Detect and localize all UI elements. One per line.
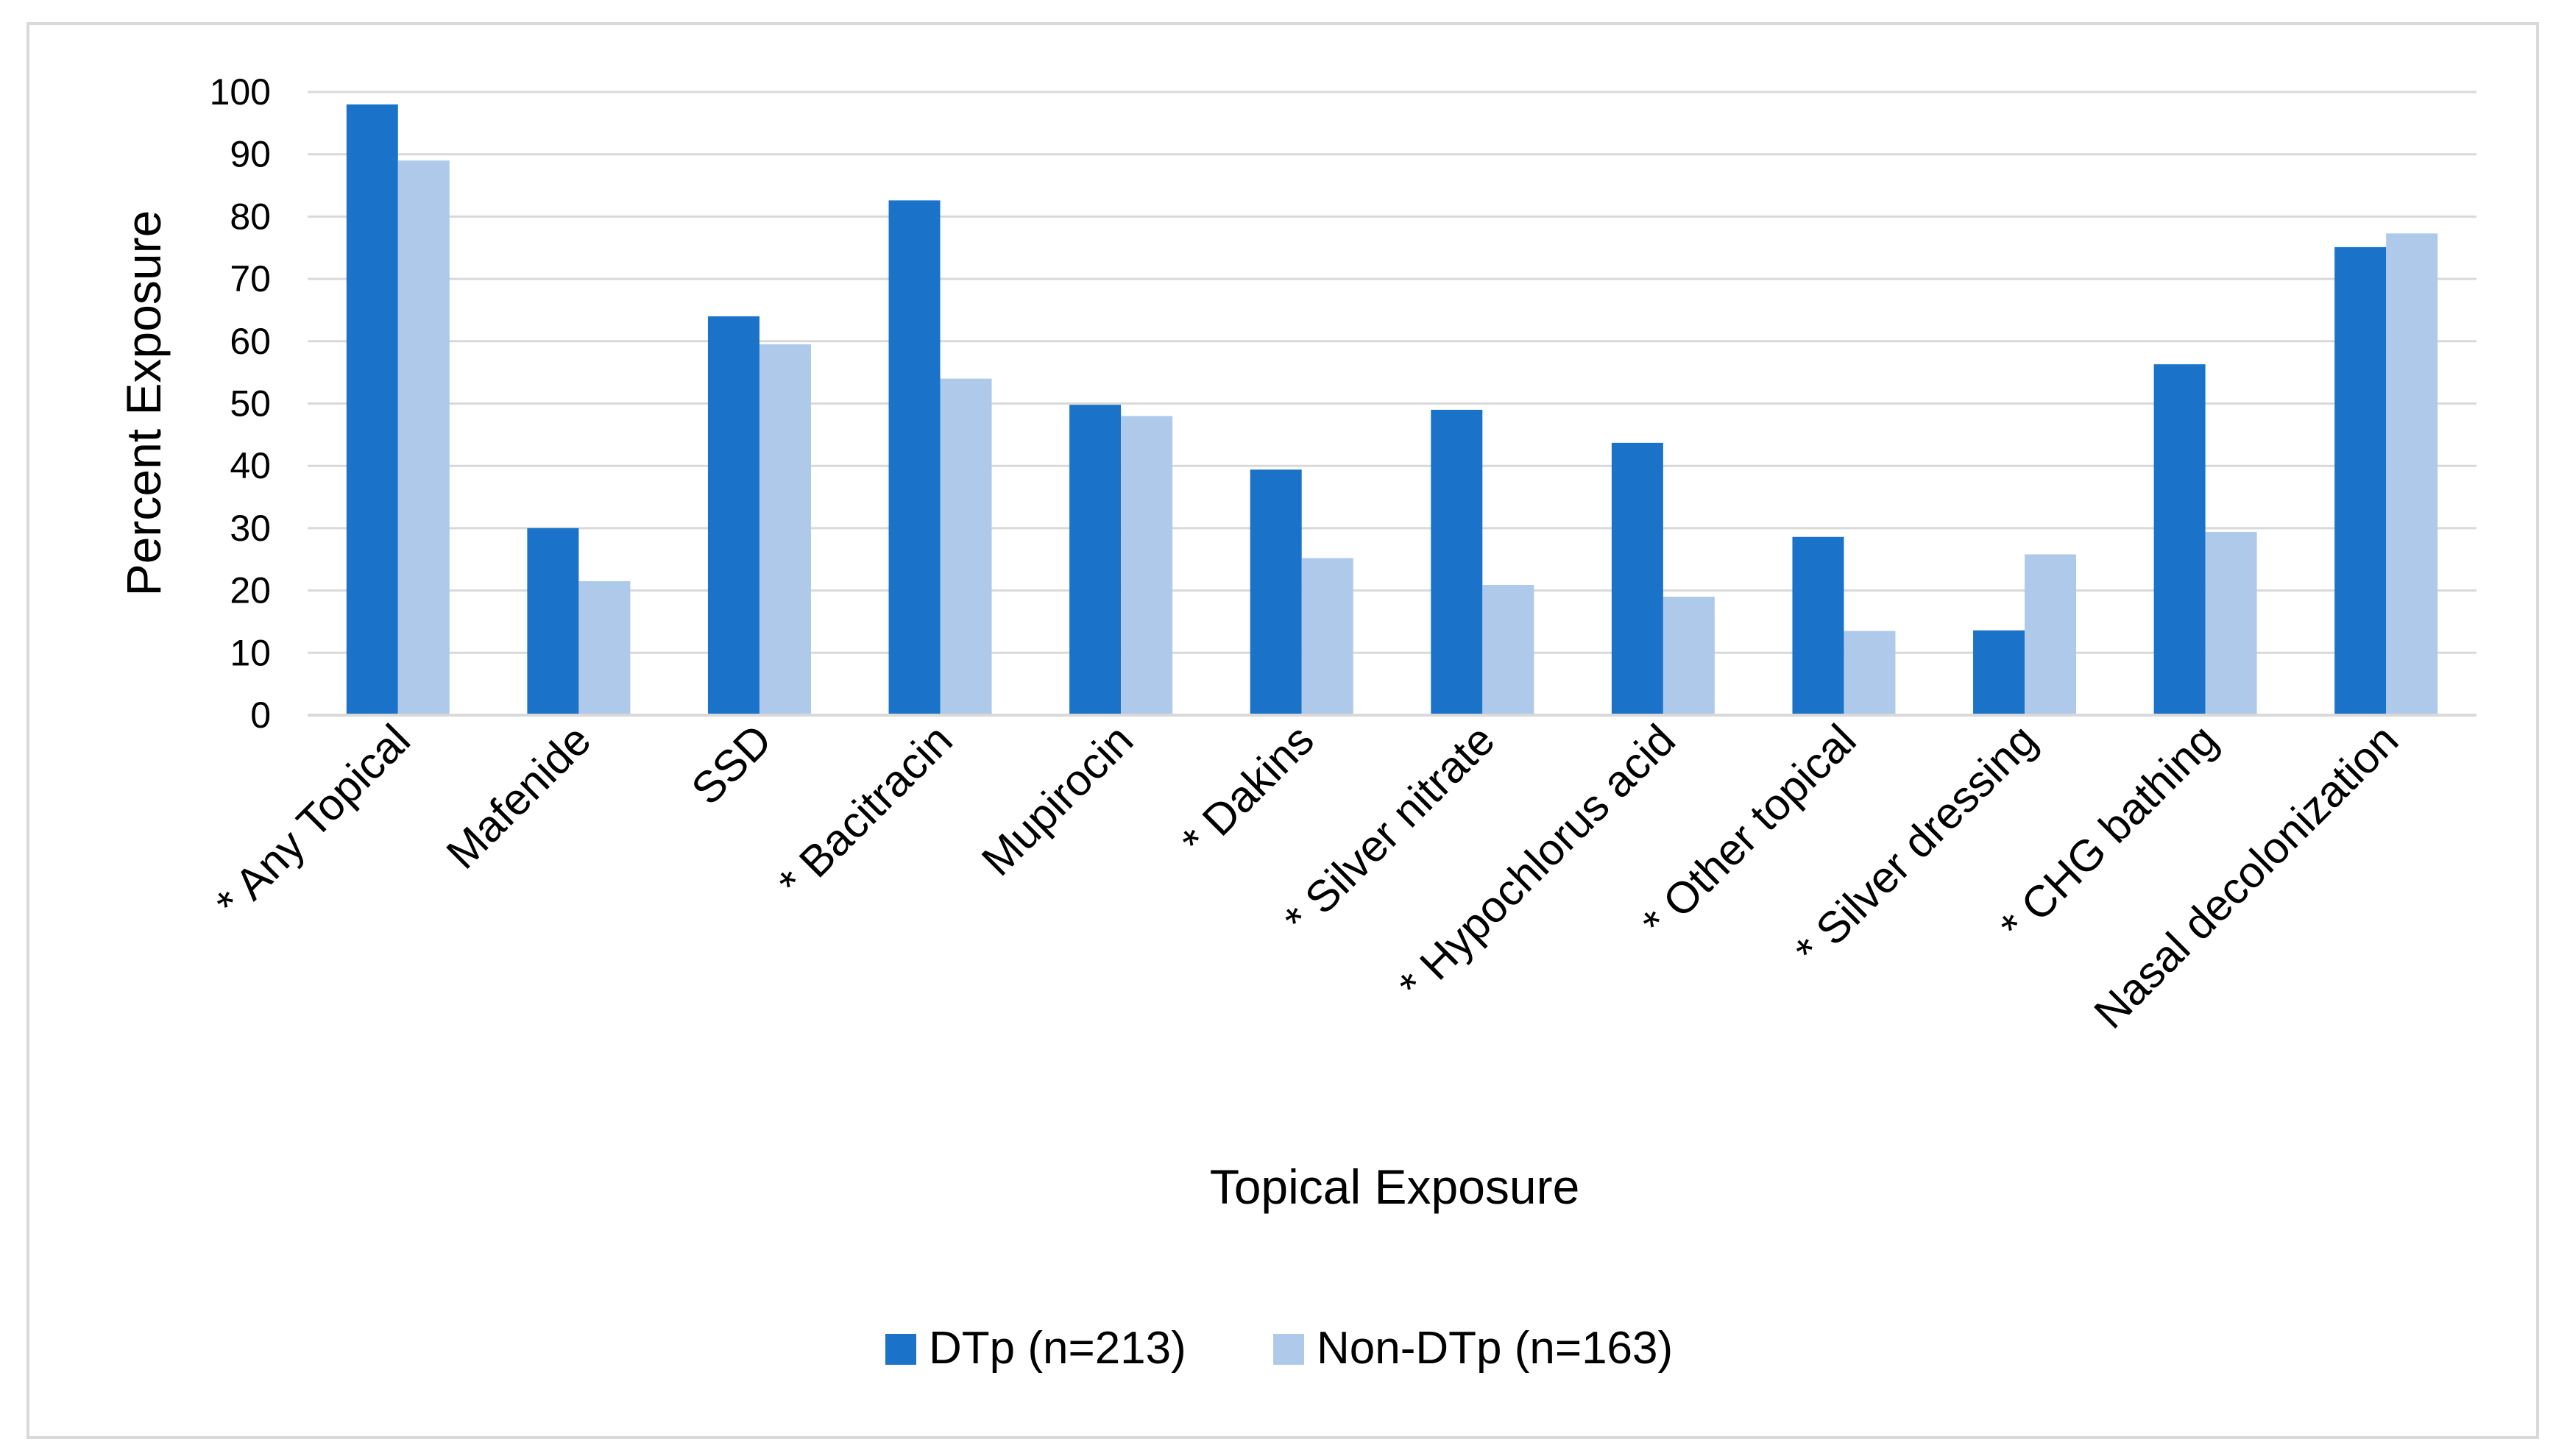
legend: DTp (n=213) Non-DTp (n=163) — [885, 1323, 1673, 1374]
bar-non-dtp-0 — [397, 160, 450, 716]
x-category-label: SSD — [682, 715, 782, 814]
bar-non-dtp-7 — [1663, 597, 1715, 715]
bar-dtp-2 — [707, 316, 760, 715]
bar-dtp-11 — [2334, 246, 2387, 715]
x-category-label: Nasal decolonization — [2085, 715, 2408, 1038]
x-category-label: Mafenide — [437, 715, 601, 878]
y-tick-label: 100 — [210, 71, 271, 113]
y-tick-label: 70 — [230, 258, 271, 299]
bar-non-dtp-6 — [1482, 584, 1534, 715]
legend-swatch-non-dtp — [1273, 1334, 1304, 1365]
bar-dtp-4 — [1069, 405, 1122, 715]
x-category-label: * Bacitracin — [769, 715, 962, 908]
y-tick-label: 20 — [230, 570, 271, 611]
bar-non-dtp-11 — [2386, 233, 2438, 715]
x-category-label: * Any Topical — [206, 715, 419, 928]
y-tick-label: 80 — [230, 196, 271, 237]
x-category-label: * Dakins — [1172, 715, 1323, 866]
gridlines — [308, 90, 2476, 654]
y-tick-label: 40 — [230, 445, 271, 486]
y-axis-title: Percent Exposure — [116, 210, 171, 597]
y-tick-label: 10 — [230, 632, 271, 673]
bar-non-dtp-5 — [1301, 558, 1353, 715]
bar-dtp-8 — [1792, 536, 1844, 715]
y-tick-label: 60 — [230, 321, 271, 362]
bar-dtp-6 — [1431, 409, 1483, 715]
y-tick-label: 0 — [250, 695, 271, 736]
bar-non-dtp-9 — [2025, 554, 2077, 715]
y-tick-label: 50 — [230, 383, 271, 425]
bar-dtp-3 — [888, 200, 941, 715]
legend-label-non-dtp: Non-DTp (n=163) — [1317, 1323, 1673, 1374]
y-tick-labels: 0 10 20 30 40 50 60 70 80 90 100 — [210, 71, 271, 736]
bar-dtp-0 — [346, 104, 398, 715]
x-axis-title: Topical Exposure — [1210, 1160, 1580, 1214]
y-tick-label: 30 — [230, 508, 271, 549]
bar-dtp-1 — [527, 528, 579, 715]
bar-non-dtp-8 — [1844, 631, 1896, 715]
bar-dtp-5 — [1250, 469, 1302, 715]
bar-non-dtp-1 — [578, 580, 631, 715]
bar-non-dtp-3 — [940, 378, 992, 715]
x-category-labels: * Any Topical Mafenide SSD* Bacitracin Mupi… — [206, 715, 2407, 1038]
bar-non-dtp-2 — [759, 344, 811, 715]
legend-swatch-dtp — [885, 1334, 916, 1365]
bar-dtp-9 — [1973, 630, 2025, 715]
x-category-label: Mupirocin — [972, 715, 1142, 885]
bar-dtp-10 — [2153, 364, 2206, 715]
bar-non-dtp-4 — [1121, 416, 1173, 715]
y-tick-label: 90 — [230, 134, 271, 175]
bars — [346, 104, 2438, 716]
bar-dtp-7 — [1611, 442, 1663, 715]
legend-label-dtp: DTp (n=213) — [929, 1323, 1186, 1374]
bar-non-dtp-10 — [2205, 531, 2257, 715]
